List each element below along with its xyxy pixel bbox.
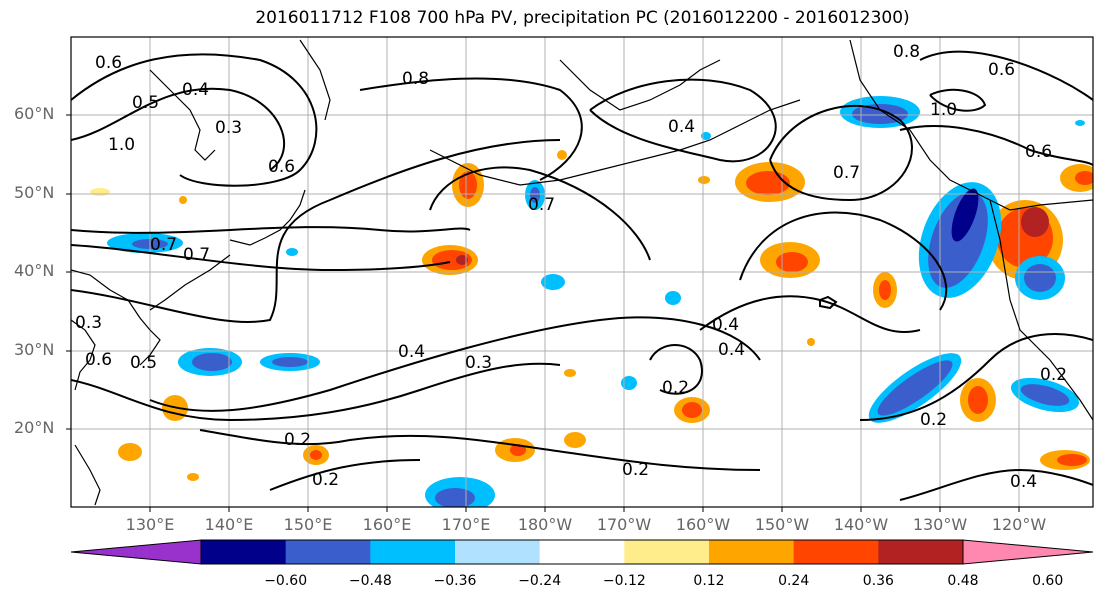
contour-label: 1.0 [108, 135, 135, 155]
colorbar-extend-left [70, 539, 202, 565]
contour-label: 0.3 [465, 353, 492, 373]
contour-label: 0.4 [712, 315, 739, 335]
coastlines [71, 39, 1093, 506]
pv-contours [71, 50, 1093, 501]
colorbar-segment [370, 540, 456, 564]
lon-label: 140°W [833, 515, 889, 534]
contour-label: 0.8 [402, 69, 429, 89]
colorbar-segment [285, 540, 371, 564]
contour-label: 0.8 [893, 42, 920, 62]
contour-label: 0.6 [268, 157, 295, 177]
map-area: 0.6 0.4 0.8 0.3 0.5 1.0 0.6 0.7 0.4 0.7 … [71, 37, 1093, 507]
lon-label: 180°W [517, 515, 573, 534]
lon-label: 130°W [912, 515, 968, 534]
lat-label: 50°N [14, 183, 55, 202]
lat-label: 40°N [14, 261, 55, 280]
colorbar-tick-label: 0.24 [778, 573, 810, 589]
colorbar-segment [793, 540, 879, 564]
contour-label: 0.2 [312, 470, 339, 490]
colorbar-tick-label: −0.24 [518, 573, 562, 589]
contour-label: 0.4 [668, 117, 695, 137]
contour-label: 0.3 [215, 118, 242, 138]
colorbar-segment [539, 540, 625, 564]
lon-label: 160°W [675, 515, 731, 534]
lon-label: 120°W [991, 515, 1047, 534]
colorbar-segment [709, 540, 795, 564]
contour-label: 0.7 [833, 163, 860, 183]
lon-label: 150°W [754, 515, 810, 534]
contour-label: 0.2 [1040, 365, 1067, 385]
contour-label: 0.3 [75, 313, 102, 333]
contour-label: 0.2 [284, 430, 311, 450]
contour-label: 0.2 [920, 410, 947, 430]
plot-title: 2016011712 F108 700 hPa PV, precipitatio… [255, 8, 910, 28]
colorbar-tick-label: −0.48 [348, 573, 392, 589]
axis-ticks [66, 114, 1020, 512]
colorbar-tick-label: −0.60 [264, 573, 308, 589]
lon-label: 170°W [596, 515, 652, 534]
colorbar-tick-label: 0.60 [1032, 573, 1064, 589]
colorbar-segment [201, 540, 287, 564]
colorbar-frame [200, 539, 964, 565]
lat-label: 60°N [14, 104, 55, 123]
colorbar-tick-label: 0.48 [947, 573, 979, 589]
colorbar-tick-label: 0.12 [693, 573, 725, 589]
contour-label: 0.7 [150, 235, 177, 255]
contour-label: 0.4 [718, 340, 745, 360]
contour-label: 0.6 [1025, 142, 1052, 162]
lat-label: 30°N [14, 340, 55, 359]
colorbar-segment [624, 540, 710, 564]
contour-label: 0.4 [1010, 472, 1037, 492]
lon-label: 130°E [125, 515, 175, 534]
contour-label: 0.6 [95, 53, 122, 73]
contour-label: 0.2 [622, 460, 649, 480]
contour-label: 0.7 [528, 195, 555, 215]
contour-label: 0.2 [662, 378, 689, 398]
contour-label: 1.0 [930, 100, 957, 120]
gridlines [71, 37, 1093, 507]
lon-label: 140°E [204, 515, 254, 534]
colorbar-tick-label: −0.12 [602, 573, 646, 589]
contour-labels: 0.6 0.4 0.8 0.3 0.5 1.0 0.6 0.7 0.4 0.7 … [75, 42, 1067, 492]
colorbar-extend-right [962, 539, 1094, 565]
contour-label: 0.5 [130, 353, 157, 373]
contour-label: 0.6 [988, 60, 1015, 80]
contour-label: 0.7 [183, 245, 210, 265]
lat-label: 20°N [14, 418, 55, 437]
contour-label: 0.5 [132, 93, 159, 113]
lon-label: 170°E [441, 515, 491, 534]
colorbar-tick-label: −0.36 [433, 573, 477, 589]
colorbar-segment [455, 540, 541, 564]
colorbar-segments [201, 540, 964, 564]
contour-label: 0.6 [85, 350, 112, 370]
contour-label: 0.4 [182, 80, 209, 100]
lon-label: 150°E [283, 515, 333, 534]
lon-label: 160°E [362, 515, 412, 534]
colorbar-segment [878, 540, 964, 564]
contour-label: 0.4 [398, 342, 425, 362]
colorbar-tick-label: 0.36 [862, 573, 894, 589]
